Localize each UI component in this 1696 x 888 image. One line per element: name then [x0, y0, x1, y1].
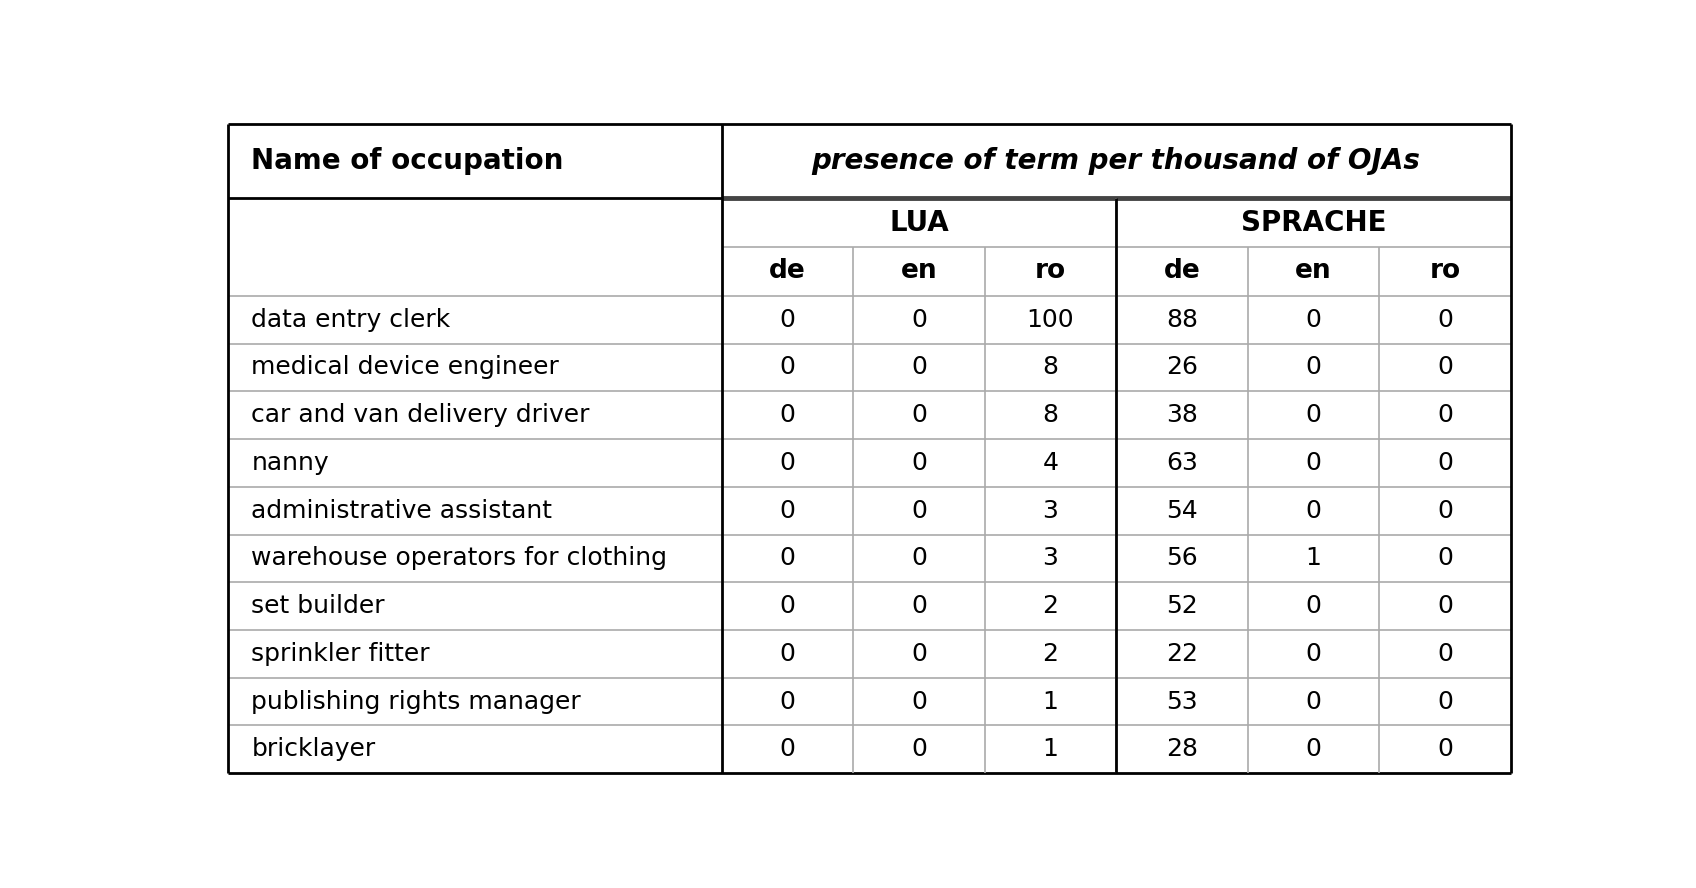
Text: 3: 3: [1043, 499, 1058, 523]
Text: 0: 0: [911, 307, 926, 331]
Text: 0: 0: [1437, 403, 1453, 427]
Text: 54: 54: [1167, 499, 1197, 523]
Text: 0: 0: [1306, 594, 1321, 618]
Text: 0: 0: [1306, 451, 1321, 475]
Text: 0: 0: [1437, 690, 1453, 714]
Text: 0: 0: [911, 403, 926, 427]
Text: 4: 4: [1043, 451, 1058, 475]
Text: publishing rights manager: publishing rights manager: [251, 690, 582, 714]
Text: 0: 0: [780, 642, 795, 666]
Text: SPRACHE: SPRACHE: [1241, 209, 1386, 237]
Text: 1: 1: [1043, 737, 1058, 761]
Text: Name of occupation: Name of occupation: [251, 147, 563, 175]
Text: 0: 0: [780, 355, 795, 379]
Text: 0: 0: [911, 499, 926, 523]
Text: 0: 0: [911, 546, 926, 570]
Text: 2: 2: [1043, 594, 1058, 618]
Text: administrative assistant: administrative assistant: [251, 499, 553, 523]
Text: 0: 0: [780, 690, 795, 714]
Text: car and van delivery driver: car and van delivery driver: [251, 403, 590, 427]
Text: medical device engineer: medical device engineer: [251, 355, 560, 379]
Text: 0: 0: [911, 642, 926, 666]
Text: 100: 100: [1026, 307, 1074, 331]
Text: bricklayer: bricklayer: [251, 737, 377, 761]
Text: 52: 52: [1167, 594, 1197, 618]
Text: 0: 0: [1437, 546, 1453, 570]
Text: 0: 0: [780, 307, 795, 331]
Text: 88: 88: [1165, 307, 1197, 331]
Text: 0: 0: [780, 403, 795, 427]
Text: set builder: set builder: [251, 594, 385, 618]
Text: warehouse operators for clothing: warehouse operators for clothing: [251, 546, 668, 570]
Text: 0: 0: [1437, 451, 1453, 475]
Text: en: en: [1296, 258, 1331, 284]
Text: 2: 2: [1043, 642, 1058, 666]
Text: 0: 0: [911, 737, 926, 761]
Text: 0: 0: [911, 451, 926, 475]
Text: 0: 0: [1306, 642, 1321, 666]
Text: 1: 1: [1043, 690, 1058, 714]
Text: 3: 3: [1043, 546, 1058, 570]
Text: 22: 22: [1165, 642, 1197, 666]
Text: LUA: LUA: [889, 209, 948, 237]
Text: presence of term per thousand of OJAs: presence of term per thousand of OJAs: [812, 147, 1421, 175]
Text: 0: 0: [780, 594, 795, 618]
Text: de: de: [1163, 258, 1201, 284]
Text: 0: 0: [780, 737, 795, 761]
Text: 0: 0: [780, 546, 795, 570]
Text: 63: 63: [1165, 451, 1197, 475]
Text: 8: 8: [1043, 355, 1058, 379]
Text: 0: 0: [1306, 737, 1321, 761]
Text: 26: 26: [1165, 355, 1197, 379]
Text: 56: 56: [1167, 546, 1197, 570]
Text: sprinkler fitter: sprinkler fitter: [251, 642, 431, 666]
Text: 1: 1: [1306, 546, 1321, 570]
Text: 0: 0: [911, 594, 926, 618]
Text: 0: 0: [780, 499, 795, 523]
Text: 0: 0: [1306, 690, 1321, 714]
Text: nanny: nanny: [251, 451, 329, 475]
Text: ro: ro: [1035, 258, 1067, 284]
Text: 28: 28: [1165, 737, 1197, 761]
Text: 0: 0: [1437, 355, 1453, 379]
Text: 0: 0: [1306, 355, 1321, 379]
Text: 38: 38: [1165, 403, 1197, 427]
Text: 0: 0: [1306, 499, 1321, 523]
Text: de: de: [768, 258, 806, 284]
Text: 0: 0: [780, 451, 795, 475]
Text: 0: 0: [1437, 594, 1453, 618]
Text: 0: 0: [911, 355, 926, 379]
Text: 0: 0: [1306, 403, 1321, 427]
Text: 0: 0: [1437, 499, 1453, 523]
Text: 53: 53: [1167, 690, 1197, 714]
Text: 8: 8: [1043, 403, 1058, 427]
Text: 0: 0: [1437, 642, 1453, 666]
Text: data entry clerk: data entry clerk: [251, 307, 451, 331]
Text: ro: ro: [1430, 258, 1460, 284]
Text: 0: 0: [1437, 737, 1453, 761]
Text: 0: 0: [1306, 307, 1321, 331]
Text: en: en: [901, 258, 938, 284]
Text: 0: 0: [1437, 307, 1453, 331]
Text: 0: 0: [911, 690, 926, 714]
